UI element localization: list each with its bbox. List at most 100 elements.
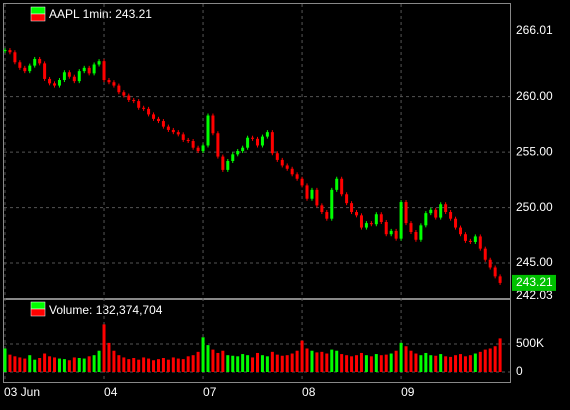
volume-bar: [335, 350, 339, 372]
volume-bar: [256, 352, 259, 372]
candle: [18, 62, 22, 68]
volume-bar: [142, 357, 146, 372]
candle: [439, 204, 443, 218]
volume-bar: [48, 356, 52, 372]
volume-bar: [221, 350, 225, 372]
candle: [97, 61, 101, 65]
candle: [275, 153, 279, 160]
candle: [152, 114, 156, 119]
volume-bar: [384, 354, 388, 372]
volume-bar: [216, 352, 220, 372]
candle: [384, 222, 388, 235]
candle: [399, 202, 403, 239]
volume-bar: [473, 353, 477, 372]
volume-bar: [434, 355, 438, 372]
candle: [454, 218, 458, 228]
volume-bar: [38, 358, 42, 372]
volume-bar: [236, 356, 240, 372]
candle: [350, 203, 354, 213]
candle: [57, 80, 61, 86]
candle: [181, 134, 185, 140]
candle: [236, 151, 240, 155]
volume-bar: [374, 354, 378, 372]
candle: [38, 58, 42, 64]
candle: [355, 212, 359, 216]
candle: [498, 276, 502, 283]
volume-bar: [414, 353, 418, 372]
volume-bar: [488, 348, 492, 372]
volume-bar: [72, 357, 76, 372]
candle: [414, 231, 418, 240]
y-tick-label: 250.00: [516, 200, 553, 214]
candle: [137, 101, 141, 108]
candle: [107, 80, 111, 83]
volume-bar: [231, 355, 235, 372]
candle: [82, 67, 86, 72]
candle: [260, 136, 264, 146]
volume-bar: [280, 355, 284, 372]
volume-bar: [449, 356, 453, 372]
volume-bar: [132, 358, 136, 372]
candle: [394, 230, 398, 239]
volume-bar: [117, 355, 121, 372]
volume-bar: [364, 355, 368, 372]
volume-bar: [13, 356, 17, 372]
candle: [216, 133, 220, 157]
volume-bar: [270, 351, 274, 372]
last-price-box: [512, 274, 556, 291]
candle: [23, 67, 27, 72]
volume-bar: [468, 355, 472, 372]
last-price-label: 243.21: [516, 275, 553, 289]
volume-bar: [444, 356, 448, 372]
candle: [285, 165, 289, 169]
volume-bar: [315, 352, 319, 372]
volume-bar: [320, 351, 324, 372]
candle: [147, 108, 151, 115]
y-tick-label: 255.00: [516, 144, 553, 158]
candle: [72, 76, 76, 82]
volume-bar: [211, 349, 215, 372]
legend-up-swatch: [30, 301, 46, 310]
candle: [142, 107, 146, 109]
y2-tick-label: 500K: [516, 336, 544, 350]
x-tick-label: 03 Jun: [4, 385, 40, 399]
volume-bar: [355, 355, 359, 372]
candle: [256, 138, 259, 146]
volume-bar: [404, 346, 408, 372]
volume-bar: [82, 358, 86, 372]
candle: [335, 178, 339, 190]
candle: [43, 63, 47, 79]
candle: [330, 189, 334, 219]
volume-bar: [23, 358, 27, 372]
volume-bar: [156, 359, 160, 372]
candle: [87, 67, 91, 74]
volume-bar: [305, 348, 309, 372]
volume-bar: [97, 350, 101, 372]
candle: [231, 154, 235, 162]
candle: [62, 72, 66, 81]
volume-bar: [478, 351, 482, 372]
candle: [112, 82, 116, 86]
candle: [186, 139, 190, 142]
volume-bar: [137, 359, 141, 372]
candle: [28, 65, 32, 72]
volume-bar: [107, 342, 111, 372]
volume-bar: [176, 358, 180, 372]
volume-bar: [359, 352, 363, 372]
candle: [468, 240, 472, 242]
volume-panel: [3, 299, 511, 383]
volume-bar: [122, 357, 126, 372]
candle: [102, 61, 106, 81]
candle: [315, 189, 319, 206]
candle: [488, 259, 492, 268]
candle: [251, 137, 255, 139]
price-legend: AAPL 1min: 243.21: [30, 6, 152, 22]
volume-bar: [394, 350, 398, 372]
volume-bar: [290, 353, 294, 372]
volume-bar: [275, 354, 279, 372]
candle: [280, 159, 284, 166]
legend-label: AAPL 1min: 243.21: [49, 7, 152, 21]
candle: [171, 129, 175, 133]
candle: [176, 132, 180, 135]
volume-bar: [300, 340, 304, 372]
